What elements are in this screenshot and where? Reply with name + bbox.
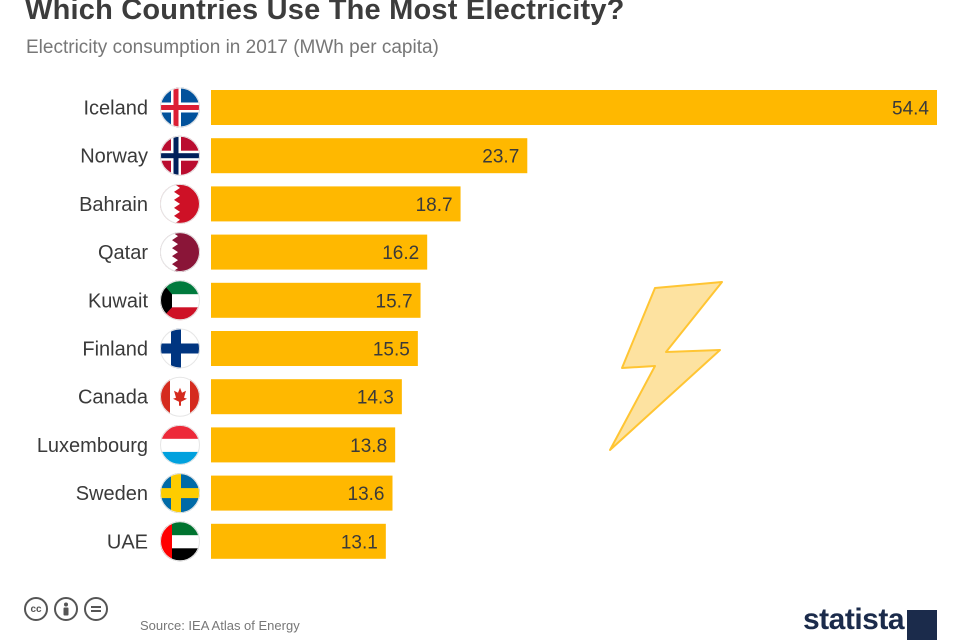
value-label: 18.7 xyxy=(416,195,453,216)
category-label: Bahrain xyxy=(79,194,148,216)
bar xyxy=(211,331,418,366)
bar-row: Qatar 16.2 xyxy=(98,232,428,273)
category-label: Sweden xyxy=(76,483,148,505)
statista-logo: statista xyxy=(803,603,905,636)
bar xyxy=(211,427,396,463)
kuwait-flag-icon xyxy=(160,280,200,321)
canada-flag-icon xyxy=(160,376,200,417)
category-label: Finland xyxy=(82,339,148,361)
category-label: Norway xyxy=(80,146,148,168)
category-label: Kuwait xyxy=(88,290,148,312)
value-label: 15.5 xyxy=(373,340,410,361)
chart-subtitle: Electricity consumption in 2017 (MWh per… xyxy=(26,37,439,58)
bar-row: Canada 14.3 xyxy=(78,376,402,417)
bar-row: Luxembourg 13.8 xyxy=(37,424,396,465)
norway-flag-icon xyxy=(160,135,200,176)
category-label: Luxembourg xyxy=(37,435,148,457)
category-label: Canada xyxy=(78,387,149,409)
bar xyxy=(211,379,402,415)
bar-row: Kuwait 15.7 xyxy=(88,280,421,321)
value-label: 13.1 xyxy=(341,532,378,553)
bar xyxy=(211,186,461,222)
value-label: 14.3 xyxy=(357,388,394,409)
bar xyxy=(211,90,937,125)
category-label: Iceland xyxy=(84,98,149,120)
bar-row: Bahrain 18.7 xyxy=(79,183,461,224)
cc-icon: cc xyxy=(24,597,48,621)
bar xyxy=(211,282,421,318)
value-label: 15.7 xyxy=(376,291,413,312)
value-label: 54.4 xyxy=(892,99,929,120)
attribution-icon xyxy=(54,597,78,621)
bar-row: Norway 23.7 xyxy=(80,135,528,176)
bar-row: Iceland 54.4 xyxy=(84,87,937,128)
bar xyxy=(211,234,428,270)
bar xyxy=(211,138,528,174)
value-label: 23.7 xyxy=(482,147,519,168)
bar xyxy=(211,475,393,511)
bar-row: UAE 13.1 xyxy=(107,521,386,562)
lightning-bolt-icon xyxy=(609,281,723,451)
luxembourg-flag-icon xyxy=(160,424,200,465)
bar xyxy=(211,523,386,559)
value-label: 13.8 xyxy=(350,436,387,457)
uae-flag-icon xyxy=(160,521,200,562)
bahrain-flag-icon xyxy=(160,183,200,224)
bar-row: Sweden 13.6 xyxy=(76,473,393,514)
category-label: UAE xyxy=(107,531,148,553)
no-derivatives-icon xyxy=(84,597,108,621)
sweden-flag-icon xyxy=(160,473,200,514)
category-label: Qatar xyxy=(98,242,148,264)
iceland-flag-icon xyxy=(160,87,200,128)
qatar-flag-icon xyxy=(160,232,200,273)
statista-logo-mark xyxy=(907,610,937,640)
bar-row: Finland 15.5 xyxy=(82,328,418,369)
source-note: Source: IEA Atlas of Energy xyxy=(140,618,300,633)
finland-flag-icon xyxy=(160,328,200,369)
value-label: 13.6 xyxy=(348,484,385,505)
chart-title: Which Countries Use The Most Electricity… xyxy=(25,0,625,26)
license-icons: cc xyxy=(24,597,108,621)
value-label: 16.2 xyxy=(382,243,419,264)
